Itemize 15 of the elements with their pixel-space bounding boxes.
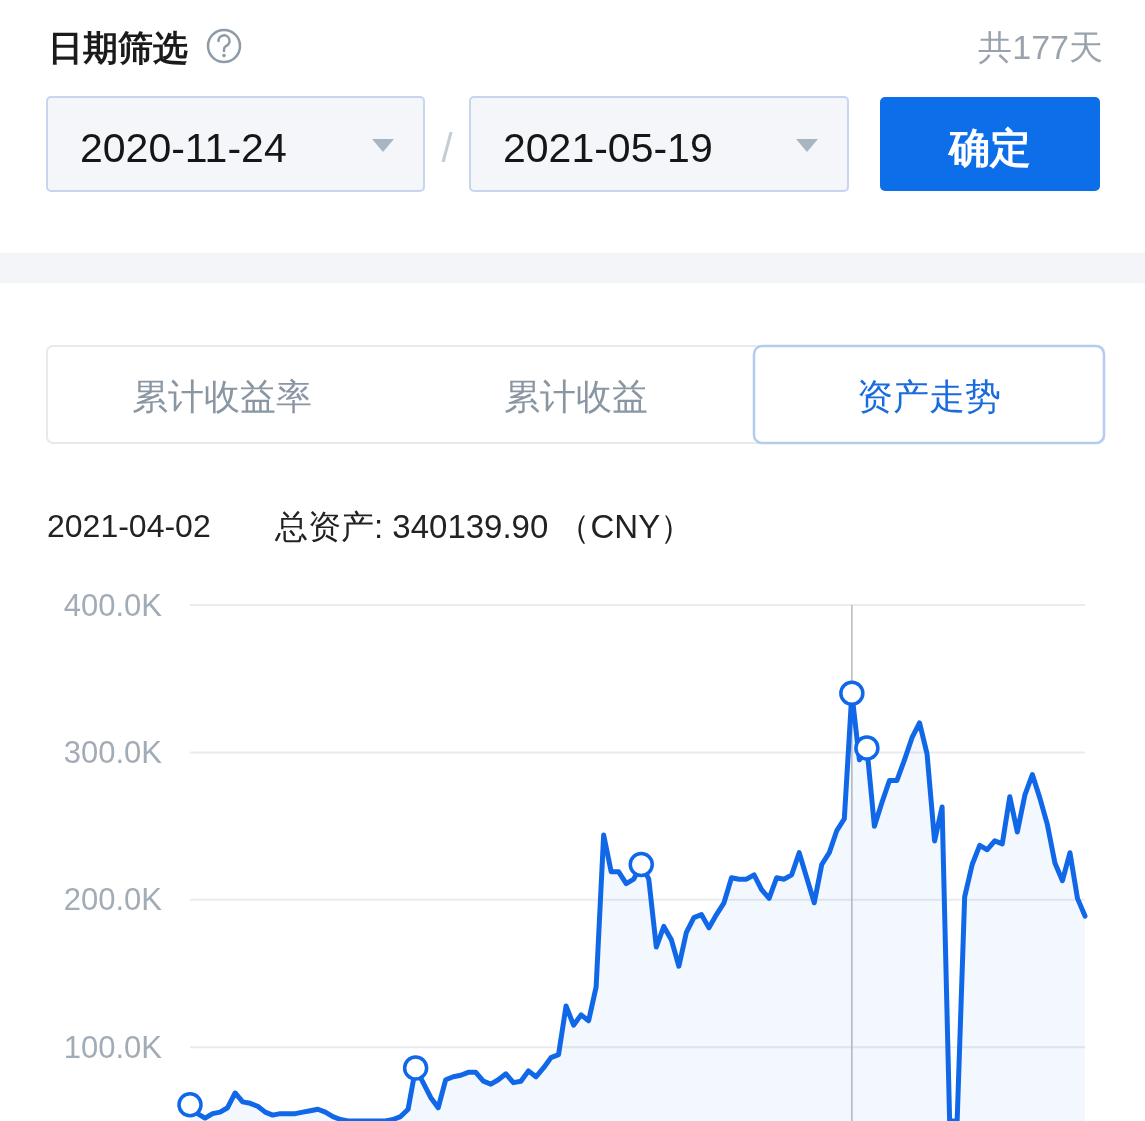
confirm-button: 确定: [880, 97, 1100, 191]
tab-label: 累计收益率: [132, 375, 312, 417]
end-date-picker: 2021-05-19: [469, 96, 849, 192]
tooltip-value-label: 总资产: 340139.90 （CNY）: [275, 507, 694, 545]
y-tick-label: 200.0K: [63, 882, 162, 918]
filter-title: 日期筛选: [48, 27, 188, 67]
y-tick-label: 300.0K: [63, 734, 162, 770]
day-count: 共177天: [978, 28, 1103, 66]
tab-label: 累计收益: [504, 375, 648, 417]
y-tick-label: 400.0K: [63, 587, 162, 623]
y-tick-label: 100.0K: [63, 1029, 162, 1065]
date-separator: /: [441, 126, 453, 170]
tab-active: 资产走势: [752, 344, 1106, 445]
start-date-picker: 2020-11-24: [46, 96, 425, 192]
tooltip-date-label: 2021-04-02: [47, 508, 211, 544]
